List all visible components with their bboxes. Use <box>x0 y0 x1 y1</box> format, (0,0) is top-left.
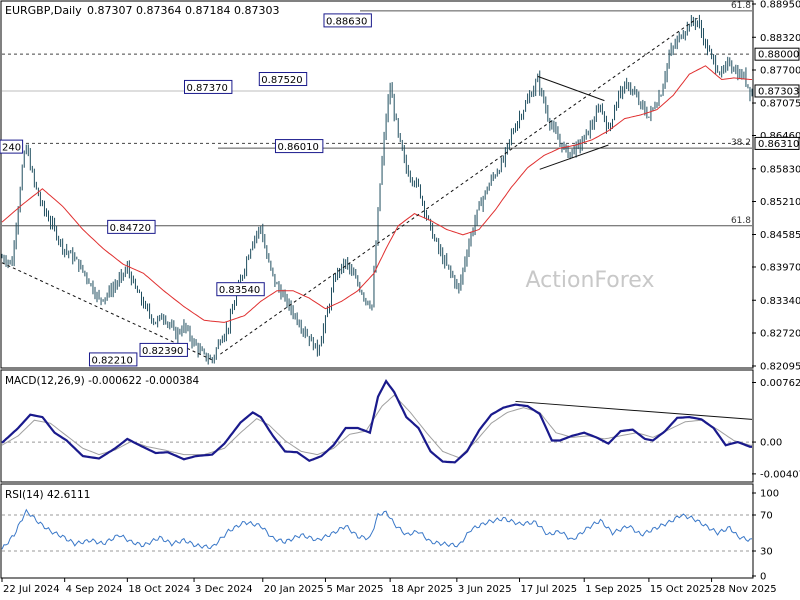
rsi-axis-label: 100 <box>760 489 779 500</box>
level-price-text: 0.86310 <box>758 139 799 150</box>
trendline <box>515 400 753 420</box>
rsi-panel-frame <box>0 483 754 579</box>
macd-layer <box>1 378 753 464</box>
moving-average-line <box>1 65 752 323</box>
trendline <box>537 75 605 102</box>
fib-label: 38.2 <box>731 138 751 148</box>
price-label: 0.82210 <box>91 355 132 366</box>
price-label: 0.86010 <box>277 142 318 153</box>
price-label-box <box>258 72 308 87</box>
macd-axis-label: 0.00 <box>760 438 782 449</box>
watermark: ActionForex <box>526 268 655 293</box>
x-axis-label: 22 Jul 2024 <box>3 584 60 595</box>
x-axis-label: 15 Oct 2025 <box>650 584 712 595</box>
macd-axis-label: 0.007623 <box>760 378 800 389</box>
price-label-box <box>88 352 138 367</box>
price-axis-label: 0.88320 <box>760 33 800 44</box>
macd-label: MACD(12,26,9) -0.000622 -0.000384 <box>5 375 200 387</box>
instrument-title: EURGBP,Daily <box>5 4 82 17</box>
price-label: 0.87520 <box>261 75 302 86</box>
level-price-box <box>754 136 800 150</box>
price-label-box <box>323 13 372 28</box>
price-label-box <box>107 219 156 234</box>
price-axis-label: 0.83970 <box>760 262 800 273</box>
price-axis-label: 0.88950 <box>760 0 800 11</box>
price-label: 0.84720 <box>110 223 151 234</box>
price-label-box <box>183 79 233 94</box>
x-axis-label: 1 Sep 2025 <box>585 584 642 595</box>
trendline <box>539 144 609 170</box>
price-axis-label: 0.82095 <box>760 362 800 373</box>
price-axis-label: 0.85210 <box>760 197 800 208</box>
macd-panel-frame <box>0 369 754 483</box>
price-label-box <box>139 342 188 357</box>
x-axis-label: 20 Jan 2025 <box>264 584 324 595</box>
price-label: 240 <box>2 143 21 154</box>
current-price-box <box>754 84 800 98</box>
price-label-box <box>216 282 265 297</box>
price-axis-label: 0.83340 <box>760 296 800 307</box>
price-panel-frame <box>0 0 754 369</box>
x-axis-label: 18 Apr 2025 <box>391 584 453 595</box>
rsi-axis-label: 0 <box>760 572 766 583</box>
price-layer: 61.8 38.2 61.8 0.88630 0.87520 0.87370 0.86010… <box>0 1 753 367</box>
price-label: 0.82390 <box>142 346 183 357</box>
rsi-axis-label: 30 <box>760 547 773 558</box>
x-axis-label: 5 Mar 2025 <box>326 584 383 595</box>
macd-axis-label: -0.004073 <box>760 469 800 480</box>
price-axis-label: 0.85830 <box>760 164 800 175</box>
level-price-text: 0.88000 <box>758 50 799 61</box>
trendline <box>220 17 698 355</box>
price-axis-label: 0.87075 <box>760 99 800 110</box>
macd-line <box>1 378 752 464</box>
fib-label: 61.8 <box>731 1 751 11</box>
x-axis-label: 17 Jul 2025 <box>521 584 578 595</box>
price-axis-label: 0.84585 <box>760 230 800 241</box>
x-axis-label: 3 Jun 2025 <box>458 584 512 595</box>
x-axis-label: 28 Nov 2025 <box>713 584 777 595</box>
price-label: 0.87370 <box>186 83 227 94</box>
rsi-line <box>1 508 753 550</box>
ohlc-readout: 0.87307 0.87364 0.87184 0.87303 <box>87 4 279 17</box>
price-label: 0.83540 <box>219 285 260 296</box>
rsi-axis-label: 70 <box>760 511 773 522</box>
macd-signal-line <box>1 394 752 459</box>
price-axis-label: 0.82720 <box>760 328 800 339</box>
price-label-box <box>0 139 24 154</box>
x-axis-label: 3 Dec 2024 <box>195 584 253 595</box>
price-axis-label: 0.86460 <box>760 131 800 142</box>
level-price-box <box>754 47 800 61</box>
x-axis-label: 4 Sep 2024 <box>66 584 123 595</box>
x-axis-label: 18 Oct 2024 <box>128 584 190 595</box>
price-label: 0.88630 <box>326 16 367 27</box>
current-price-text: 0.87303 <box>758 86 799 97</box>
price-label-box <box>274 139 324 154</box>
rsi-layer <box>1 508 753 552</box>
fib-label: 61.8 <box>731 216 751 226</box>
rsi-label: RSI(14) 42.6111 <box>5 489 90 501</box>
price-axis-label: 0.87700 <box>760 66 800 77</box>
